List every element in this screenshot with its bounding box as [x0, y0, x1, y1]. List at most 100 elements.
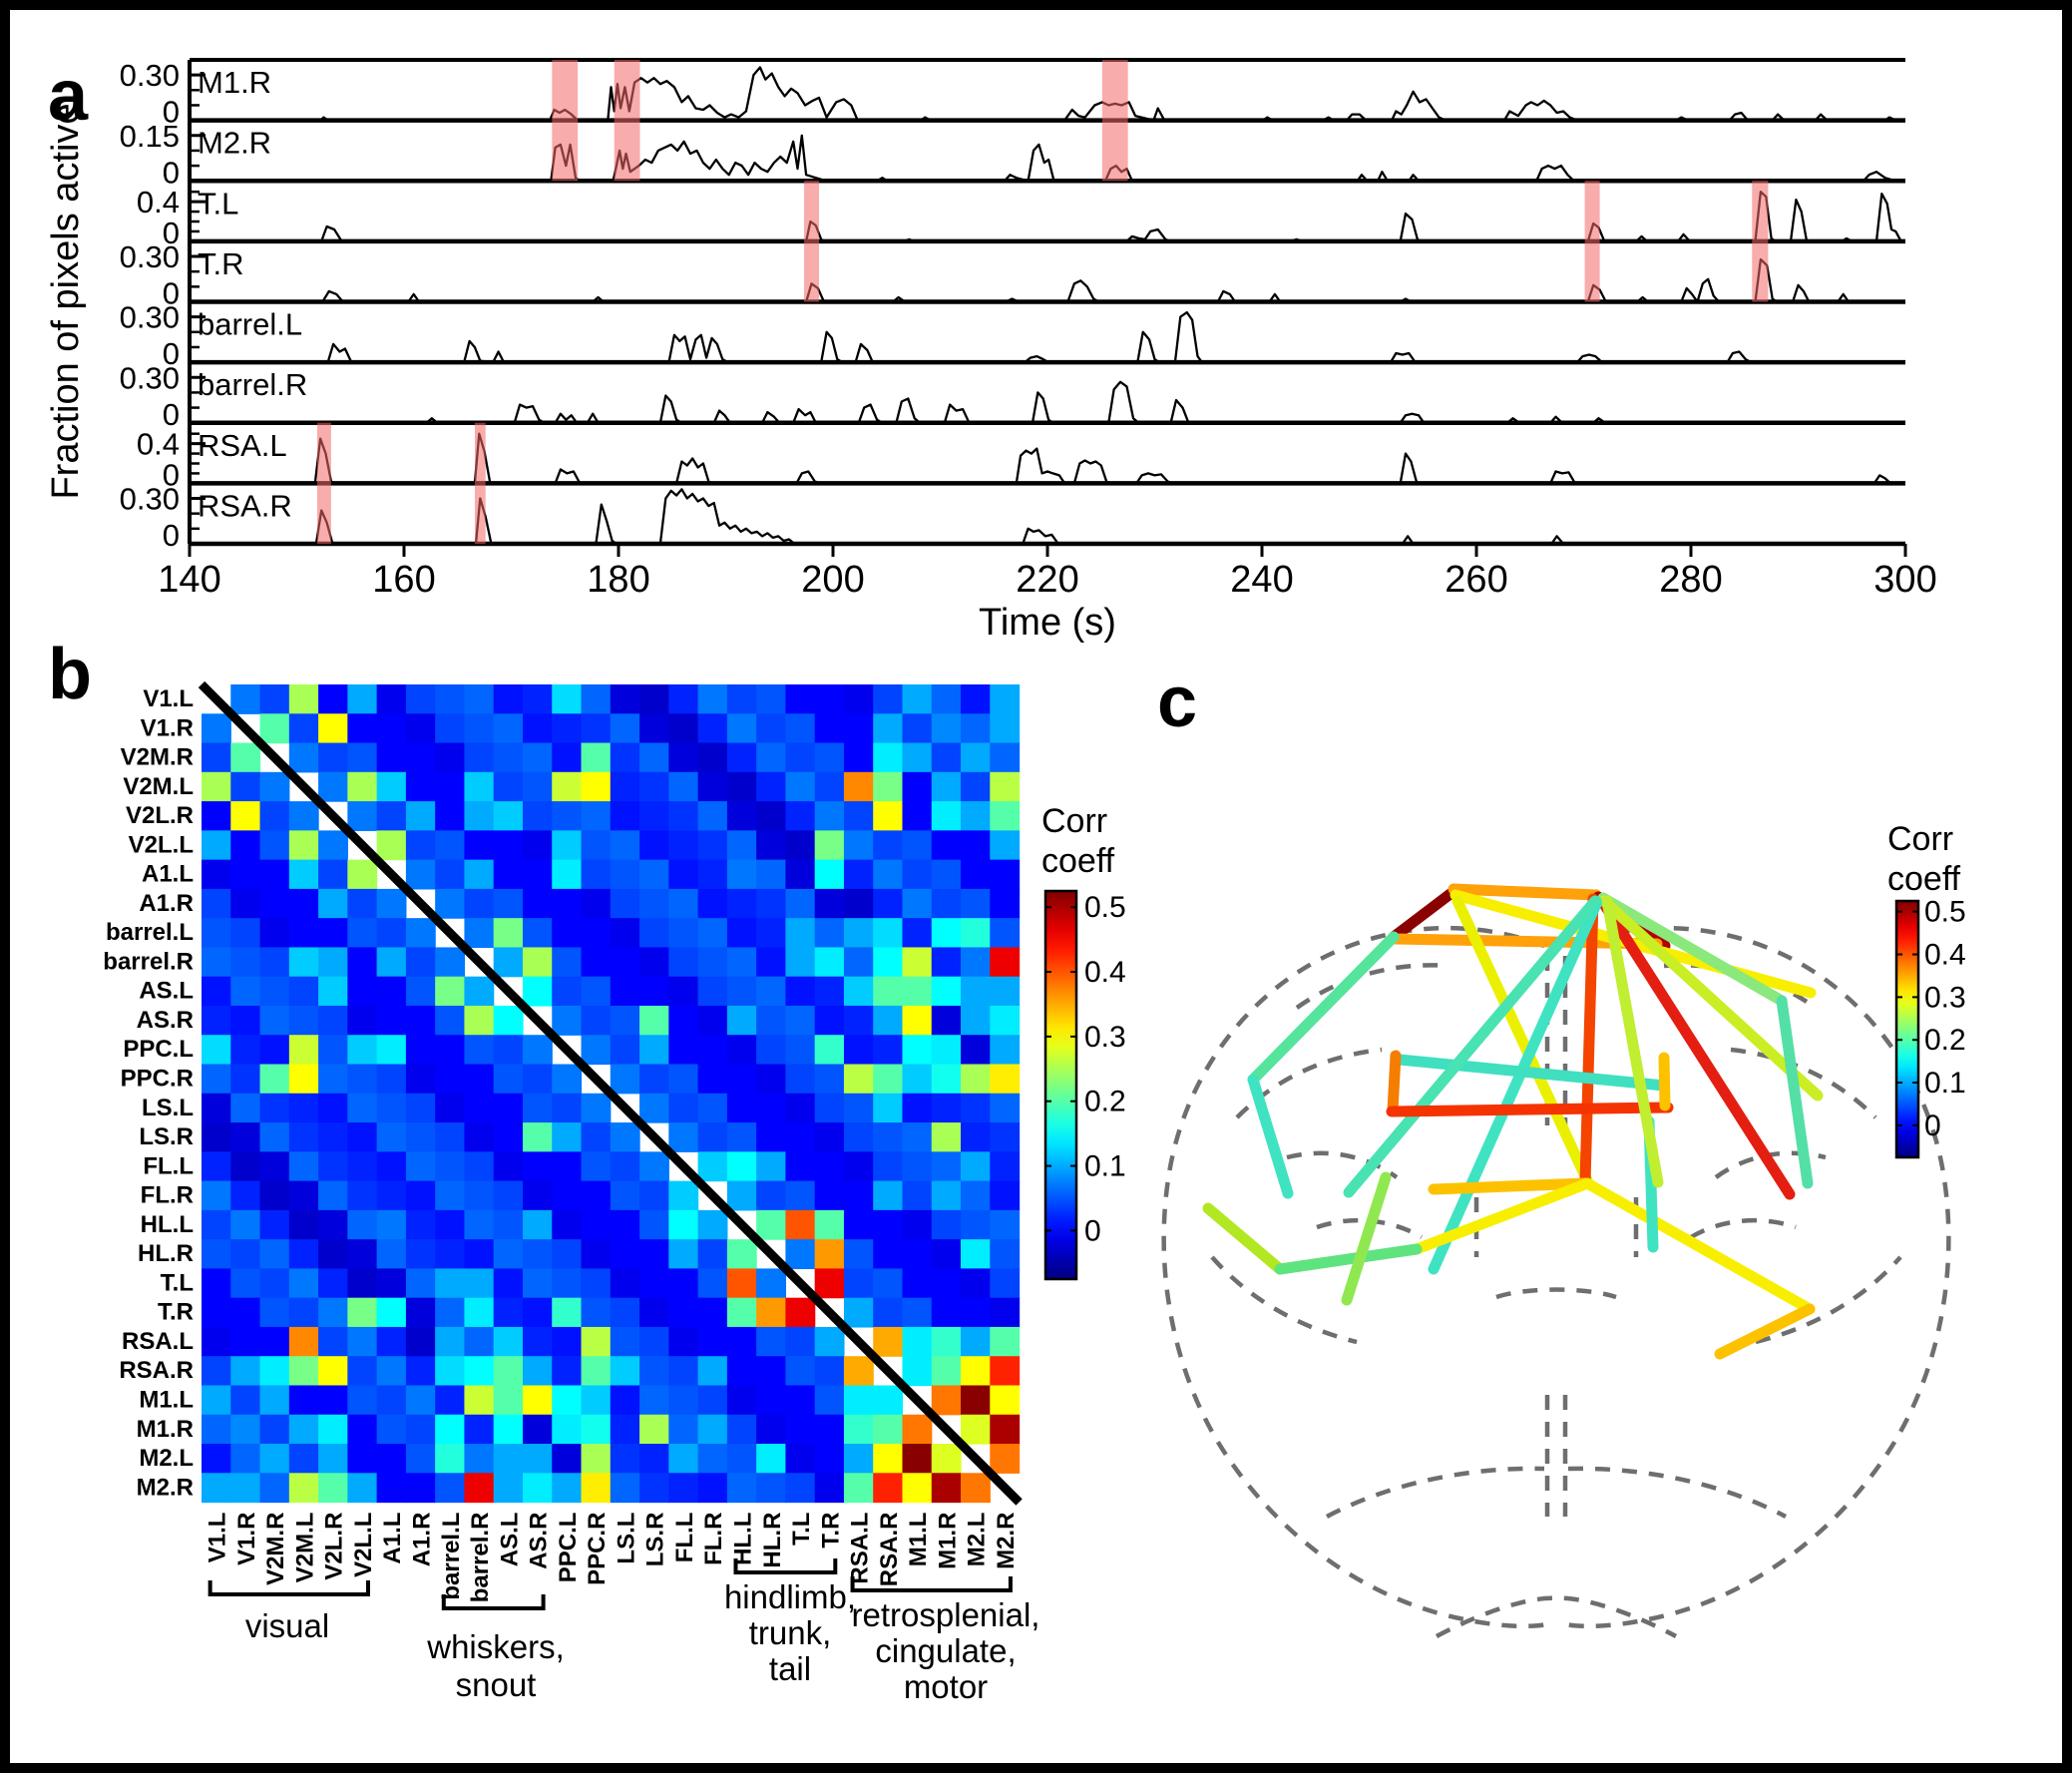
heatmap-cell — [522, 1180, 553, 1211]
heatmap-cell — [552, 888, 583, 919]
heatmap-cell — [639, 801, 669, 831]
brain-frontal-right — [1663, 963, 1818, 1010]
heatmap-cell — [697, 713, 728, 744]
heatmap-cell — [376, 1414, 407, 1445]
heatmap-cell — [902, 1064, 933, 1095]
heatmap-cell — [464, 1239, 495, 1269]
heatmap-cell — [230, 1093, 261, 1123]
heatmap-cell — [288, 1414, 319, 1445]
heatmap-cell — [639, 859, 669, 890]
connection-edge — [1658, 1052, 1671, 1111]
heatmap-cell — [726, 1093, 757, 1123]
heatmap-cell — [259, 830, 290, 861]
heatmap-cell — [873, 1180, 904, 1211]
heatmap-cell — [288, 1005, 319, 1036]
heatmap-cell — [347, 684, 378, 714]
heatmap-cell — [202, 1297, 231, 1328]
heatmap-cell — [697, 1326, 728, 1357]
heatmap-cell — [259, 1473, 290, 1504]
connection-edge — [1274, 1243, 1423, 1275]
trace-name-RSA.L: RSA.L — [198, 428, 287, 463]
heatmap-cell — [931, 1356, 962, 1387]
heatmap-cell — [405, 1385, 436, 1416]
heatmap-cell — [785, 742, 816, 773]
heatmap-cell — [990, 830, 1021, 861]
heatmap-cell — [581, 947, 612, 978]
heatmap-cell — [405, 1122, 436, 1152]
heatmap-cell — [288, 1444, 319, 1474]
group-label: tail — [769, 1650, 811, 1687]
panel-a-letter: a — [48, 56, 89, 136]
heatmap-cell — [552, 1356, 583, 1387]
heatmap-cell — [756, 1268, 786, 1299]
row-label-A1.R: A1.R — [139, 890, 194, 917]
heatmap-cell — [347, 888, 378, 919]
highlight-band — [316, 422, 331, 544]
y-zero-label: 0 — [163, 457, 180, 492]
heatmap-cell — [318, 1239, 348, 1269]
panel-a-xlabel: Time (s) — [979, 602, 1116, 644]
heatmap-cell — [581, 801, 612, 831]
heatmap-cell — [610, 1151, 640, 1182]
heatmap-cell — [668, 947, 699, 978]
colorbar-tick-label: 0.2 — [1924, 1024, 1966, 1057]
heatmap-cell — [259, 1356, 290, 1387]
heatmap-cell — [785, 1209, 816, 1240]
trace-name-M2.R: M2.R — [198, 126, 271, 161]
heatmap-cell — [668, 1414, 699, 1445]
heatmap-cell — [873, 1297, 904, 1328]
panel-c-colorbar-title-1: Corr — [1887, 820, 1953, 858]
heatmap-cell — [259, 918, 290, 949]
trace-T.L — [190, 191, 1905, 243]
x-tick-label: 220 — [1016, 559, 1078, 601]
row-label-PPC.L: PPC.L — [123, 1036, 194, 1063]
heatmap-cell — [961, 976, 991, 1007]
heatmap-cell — [464, 713, 495, 744]
heatmap-cell — [902, 742, 933, 773]
heatmap-cell — [318, 918, 348, 949]
heatmap-cell — [464, 1209, 495, 1240]
group-label: retrosplenial, — [852, 1596, 1040, 1633]
heatmap-cell — [668, 801, 699, 831]
heatmap-cell — [522, 1035, 553, 1066]
heatmap-cell — [902, 1268, 933, 1299]
heatmap-cell — [259, 947, 290, 978]
row-label-FL.L: FL.L — [143, 1152, 194, 1179]
heatmap-cell — [376, 742, 407, 773]
heatmap-cell — [873, 1064, 904, 1095]
heatmap-cell — [610, 830, 640, 861]
heatmap-cell — [581, 713, 612, 744]
heatmap-cell — [259, 859, 290, 890]
heatmap-cell — [464, 918, 495, 949]
heatmap-cell — [318, 742, 348, 773]
heatmap-cell — [756, 859, 786, 890]
heatmap-cell — [581, 859, 612, 890]
brain-parietal-right — [1730, 1047, 1877, 1119]
heatmap-cell — [873, 1444, 904, 1474]
heatmap-cell — [493, 1297, 524, 1328]
heatmap-cell — [493, 830, 524, 861]
heatmap-cell — [435, 1268, 466, 1299]
heatmap-cell — [347, 801, 378, 831]
heatmap-cell — [697, 1122, 728, 1152]
heatmap-cell — [639, 1239, 669, 1269]
heatmap-cell — [522, 830, 553, 861]
heatmap-cell — [785, 1385, 816, 1416]
heatmap-cell — [668, 859, 699, 890]
trace-barrel.L — [190, 310, 1905, 364]
trace-M1.R — [190, 66, 1905, 122]
heatmap-cell — [873, 1326, 904, 1357]
y-tick-label: 0.15 — [120, 119, 180, 154]
colorbar — [1043, 889, 1078, 1281]
heatmap-cell — [522, 1297, 553, 1328]
heatmap-cell — [873, 771, 904, 802]
heatmap-cell — [347, 1356, 378, 1387]
heatmap-cell — [405, 1326, 436, 1357]
heatmap-cell — [347, 1209, 378, 1240]
heatmap-cell — [376, 1093, 407, 1123]
heatmap-cell — [610, 1268, 640, 1299]
colorbar-tick-label: 0.2 — [1084, 1086, 1126, 1118]
heatmap-cell — [931, 1326, 962, 1357]
heatmap-cell — [726, 1005, 757, 1036]
heatmap-cell — [405, 713, 436, 744]
